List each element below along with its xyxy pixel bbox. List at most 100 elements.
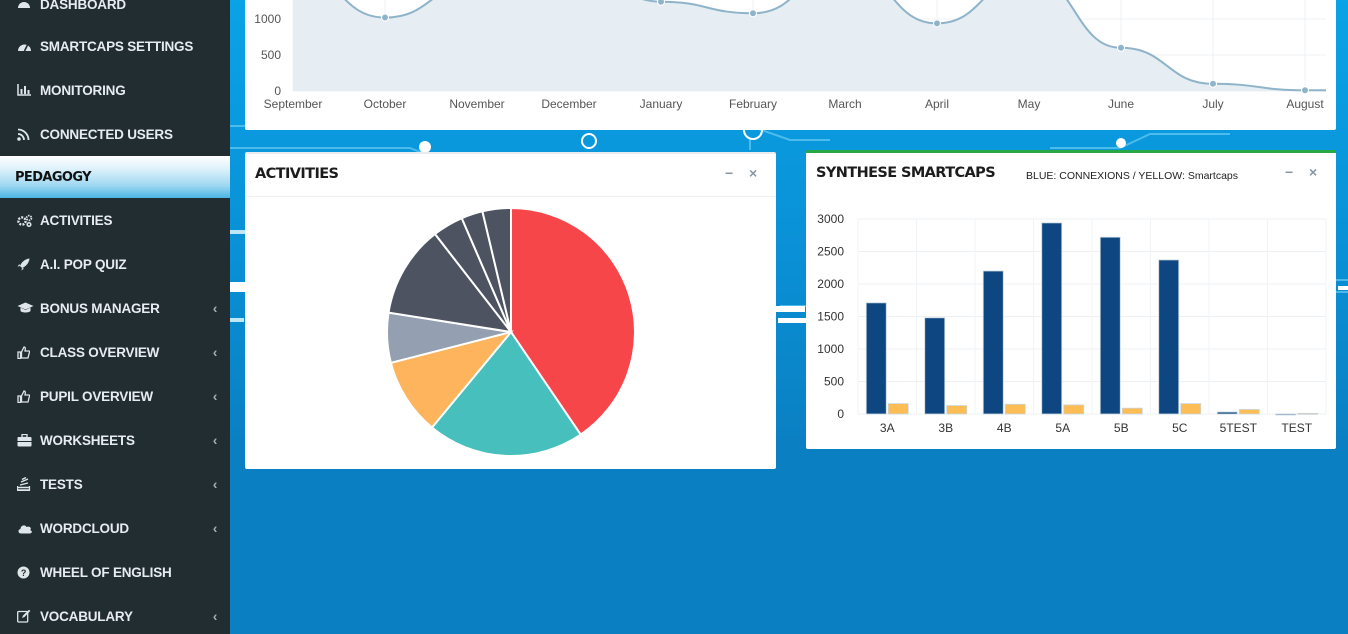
x-tick-label: 3A	[880, 421, 895, 435]
bar	[1275, 413, 1297, 416]
x-tick-label: February	[729, 97, 777, 111]
bar	[1158, 259, 1180, 415]
briefcase-icon	[0, 433, 40, 447]
y-tick-label: 1500	[817, 310, 844, 324]
sidebar-item-monitoring[interactable]: MONITORING	[0, 68, 230, 112]
rocket-icon	[0, 258, 40, 271]
synthese-smartcaps-panel: SYNTHESE SMARTCAPS BLUE: CONNEXIONS / YE…	[806, 150, 1336, 449]
rss-icon	[0, 128, 40, 141]
series-line	[344, 0, 1326, 92]
sidebar-item-wheel-of-english[interactable]: ? WHEEL OF ENGLISH	[0, 550, 230, 594]
y-tick-label: 1000	[817, 342, 844, 356]
sidebar-item-label: MONITORING	[40, 82, 126, 98]
bar	[1238, 409, 1260, 415]
data-point	[381, 13, 389, 22]
sidebar-section-pedagogy: PEDAGOGY	[0, 156, 230, 198]
sidebar-item-dashboard[interactable]: DASHBOARD	[0, 0, 230, 26]
gears-icon	[0, 214, 40, 227]
monthly-activity-panel: 0 500 1000 September October November December…	[245, 0, 1336, 130]
speedometer-icon	[0, 40, 40, 52]
pie-slice	[481, 206, 512, 333]
cloud-icon	[0, 523, 40, 534]
sidebar-item-label: A.I. POP QUIZ	[40, 256, 127, 272]
y-tick-label: 500	[261, 48, 281, 62]
activities-panel: ACTIVITIES − ×	[245, 152, 776, 469]
y-tick-label: 2500	[817, 245, 844, 259]
x-tick-label: August	[1286, 97, 1324, 111]
pie-slice	[510, 206, 636, 436]
chevron-left-icon: ‹	[212, 476, 218, 492]
sidebar-item-activities[interactable]: ACTIVITIES	[0, 198, 230, 242]
chevron-left-icon: ‹	[212, 520, 218, 536]
x-tick-label: 5A	[1055, 421, 1070, 435]
sidebar-item-label: CLASS OVERVIEW	[40, 344, 160, 360]
sidebar-item-label: WORKSHEETS	[40, 432, 135, 448]
dashboard-icon	[0, 0, 40, 10]
close-icon[interactable]: ×	[749, 165, 758, 181]
y-tick-label: 3000	[817, 212, 844, 226]
sidebar-item-label: BONUS MANAGER	[40, 300, 160, 316]
sidebar-item-label: VOCABULARY	[40, 608, 133, 624]
sidebar-item-tests[interactable]: TESTS ‹	[0, 462, 230, 506]
question-circle-icon: ?	[0, 566, 40, 579]
synthese-legend-caption: BLUE: CONNEXIONS / YELLOW: Smartcaps	[1026, 170, 1239, 182]
sidebar: DASHBOARD SMARTCAPS SETTINGS MONITORING …	[0, 0, 230, 634]
x-tick-label: May	[1018, 97, 1041, 111]
stack-icon	[0, 477, 40, 491]
bar	[1297, 412, 1319, 415]
chevron-left-icon: ‹	[212, 608, 218, 624]
close-icon[interactable]: ×	[1309, 164, 1318, 180]
sidebar-item-label: SMARTCAPS SETTINGS	[40, 38, 194, 54]
x-tick-label: April	[925, 97, 949, 111]
chevron-left-icon: ‹	[212, 432, 218, 448]
sidebar-item-pupil-overview[interactable]: PUPIL OVERVIEW ‹	[0, 374, 230, 418]
y-tick-label: 0	[274, 84, 281, 98]
divider	[245, 196, 776, 197]
x-tick-label: December	[541, 97, 596, 111]
synthese-bar-chart: 0 500 1000 1500 2000 2500 3000 3A 3B 4B 5A 5B 5C 5TES…	[817, 212, 1327, 435]
sidebar-item-label: PUPIL OVERVIEW	[40, 388, 153, 404]
sidebar-item-class-overview[interactable]: CLASS OVERVIEW ‹	[0, 330, 230, 374]
data-point	[1209, 79, 1217, 88]
edit-icon	[0, 609, 40, 623]
x-tick-label: TEST	[1281, 421, 1312, 435]
x-tick-label: 3B	[938, 421, 953, 435]
bar	[1121, 407, 1143, 415]
y-tick-label: 2000	[817, 277, 844, 291]
data-point	[657, 0, 665, 6]
x-tick-label: October	[364, 97, 407, 111]
y-tick-label: 1000	[254, 12, 281, 26]
chevron-left-icon: ‹	[212, 344, 218, 360]
sidebar-item-vocabulary[interactable]: VOCABULARY ‹	[0, 594, 230, 634]
minimize-icon[interactable]: −	[725, 165, 734, 181]
sidebar-item-label: DASHBOARD	[40, 0, 126, 12]
data-point	[933, 19, 941, 28]
sidebar-item-bonus-manager[interactable]: BONUS MANAGER ‹	[0, 286, 230, 330]
sidebar-item-wordcloud[interactable]: WORDCLOUD ‹	[0, 506, 230, 550]
x-tick-label: 4B	[997, 421, 1012, 435]
data-point	[1301, 86, 1309, 95]
bar	[946, 405, 968, 415]
svg-text:?: ?	[21, 568, 26, 578]
chevron-left-icon: ‹	[212, 388, 218, 404]
activities-title: ACTIVITIES	[255, 166, 339, 182]
x-tick-label: September	[264, 97, 323, 111]
sidebar-item-label: WHEEL OF ENGLISH	[40, 564, 172, 580]
sidebar-item-label: ACTIVITIES	[40, 212, 113, 228]
x-tick-label: June	[1108, 97, 1134, 111]
bar	[1004, 403, 1026, 415]
sidebar-item-connected-users[interactable]: CONNECTED USERS	[0, 112, 230, 156]
bar	[887, 403, 909, 415]
sidebar-item-smartcaps-settings[interactable]: SMARTCAPS SETTINGS	[0, 24, 230, 68]
sidebar-item-worksheets[interactable]: WORKSHEETS ‹	[0, 418, 230, 462]
graduation-cap-icon	[0, 302, 40, 314]
y-tick-label: 500	[824, 375, 844, 389]
pie-slice	[430, 330, 583, 457]
area-fill	[293, 0, 1326, 91]
bar	[1063, 404, 1085, 415]
sidebar-item-ai-pop-quiz[interactable]: A.I. POP QUIZ	[0, 242, 230, 286]
bar	[865, 302, 887, 415]
bar	[1180, 403, 1202, 415]
sidebar-item-label: CONNECTED USERS	[40, 126, 173, 142]
minimize-icon[interactable]: −	[1285, 164, 1294, 180]
